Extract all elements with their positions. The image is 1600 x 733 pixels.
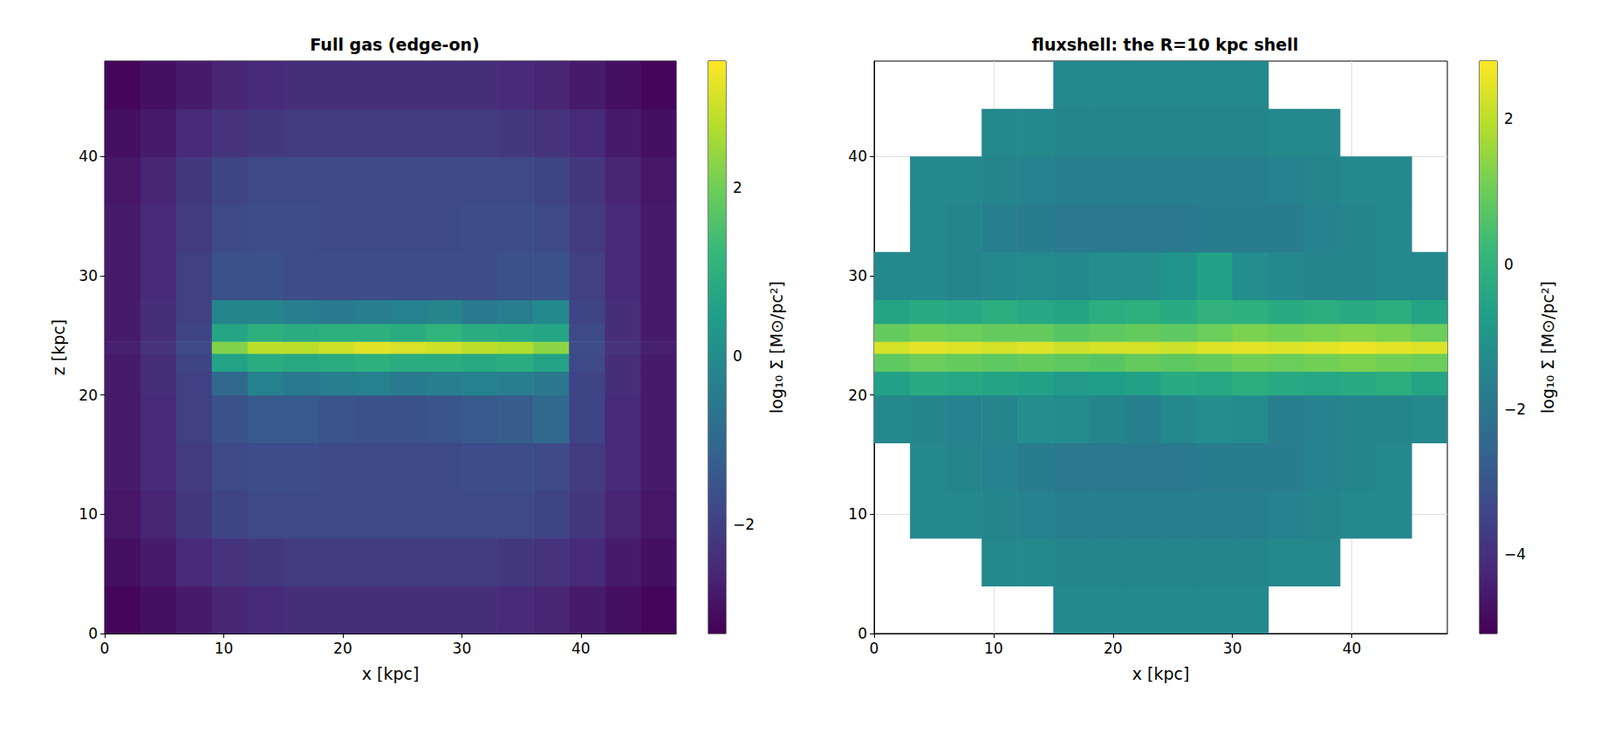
svg-text:0: 0 — [869, 639, 880, 657]
svg-text:0: 0 — [1504, 255, 1514, 274]
svg-text:40: 40 — [571, 639, 591, 657]
svg-text:20: 20 — [847, 386, 868, 404]
svg-text:40: 40 — [847, 147, 868, 165]
svg-text:10: 10 — [78, 505, 98, 523]
svg-text:40: 40 — [78, 147, 98, 165]
svg-text:30: 30 — [1223, 639, 1243, 657]
svg-text:2: 2 — [1504, 109, 1514, 128]
svg-text:−2: −2 — [1504, 400, 1526, 418]
svg-text:Full gas (edge-on): Full gas (edge-on) — [309, 34, 479, 55]
svg-text:0: 0 — [732, 347, 743, 365]
svg-text:fluxshell: the R=10 kpc shell: fluxshell: the R=10 kpc shell — [1032, 34, 1299, 55]
svg-text:10: 10 — [214, 639, 234, 657]
svg-text:40: 40 — [1342, 639, 1362, 657]
svg-text:log₁₀ Σ [M⊙/pc²]: log₁₀ Σ [M⊙/pc²] — [766, 280, 787, 414]
svg-text:20: 20 — [1103, 639, 1123, 657]
svg-text:2: 2 — [732, 178, 743, 197]
svg-text:0: 0 — [88, 624, 98, 643]
svg-text:30: 30 — [78, 266, 98, 285]
svg-text:0: 0 — [857, 624, 868, 643]
svg-text:30: 30 — [452, 639, 472, 657]
svg-text:−2: −2 — [732, 515, 755, 534]
svg-text:x [kpc]: x [kpc] — [362, 663, 420, 684]
svg-text:20: 20 — [333, 639, 353, 657]
svg-text:20: 20 — [78, 386, 98, 404]
svg-text:30: 30 — [847, 266, 868, 285]
svg-text:10: 10 — [847, 505, 868, 523]
svg-text:z [kpc]: z [kpc] — [48, 319, 69, 376]
svg-text:log₁₀ Σ [M⊙/pc²]: log₁₀ Σ [M⊙/pc²] — [1538, 280, 1558, 414]
svg-text:−4: −4 — [1504, 545, 1526, 563]
svg-text:0: 0 — [100, 639, 110, 657]
svg-text:10: 10 — [984, 639, 1004, 657]
svg-text:x [kpc]: x [kpc] — [1132, 663, 1190, 684]
